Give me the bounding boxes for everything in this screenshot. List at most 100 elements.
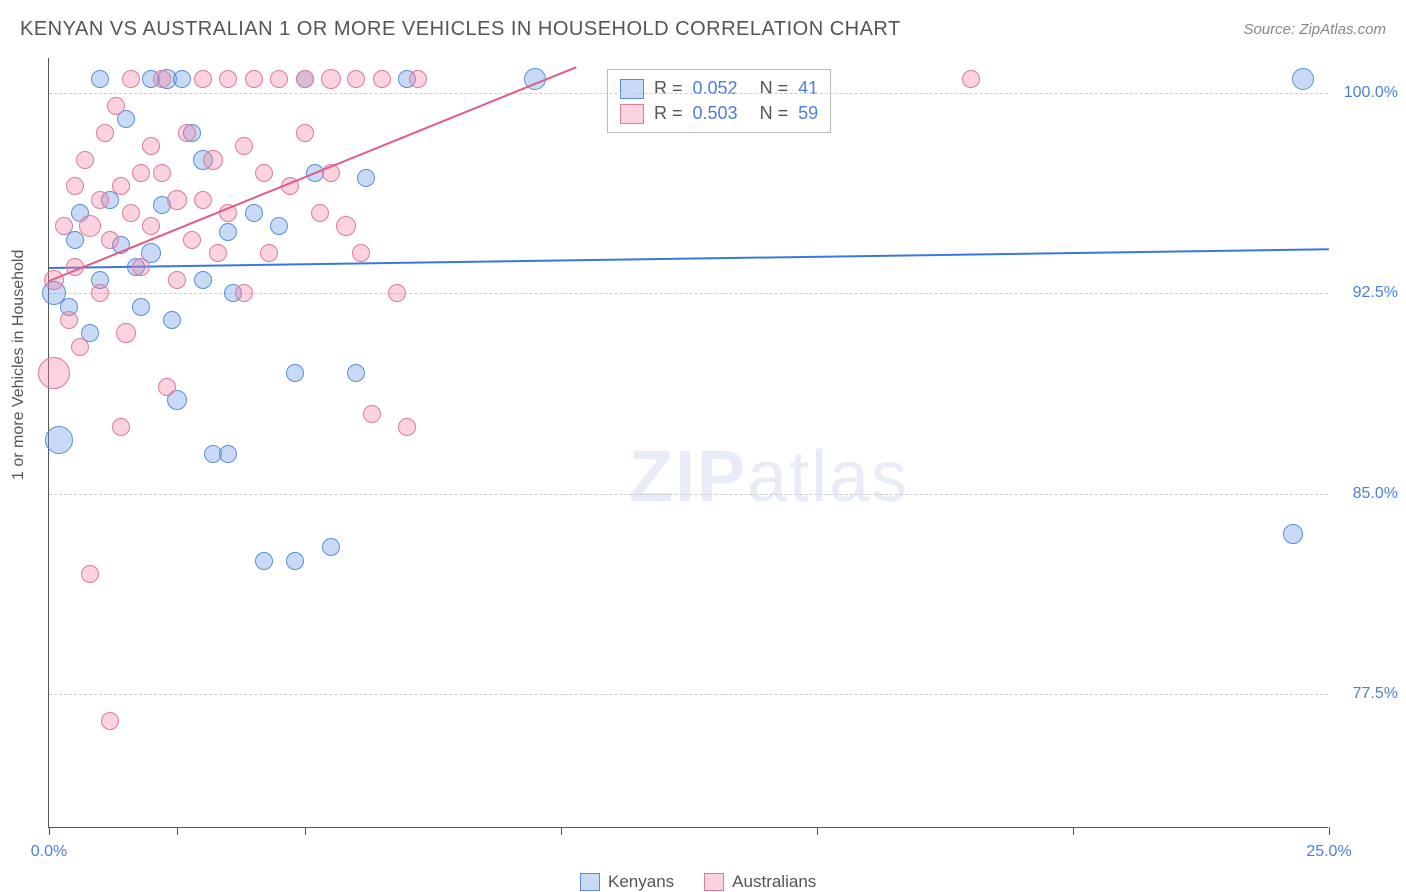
data-point <box>38 357 70 389</box>
data-point <box>132 298 150 316</box>
legend-r-label: R = <box>654 78 683 99</box>
watermark: ZIPatlas <box>629 436 909 518</box>
x-tick <box>49 827 50 835</box>
legend-row: R = 0.503N = 59 <box>620 101 818 126</box>
data-point <box>112 418 130 436</box>
legend-n-value: 59 <box>798 103 818 124</box>
chart-title: KENYAN VS AUSTRALIAN 1 OR MORE VEHICLES … <box>20 18 901 41</box>
data-point <box>45 426 73 454</box>
data-point <box>398 418 416 436</box>
data-point <box>357 169 375 187</box>
data-point <box>142 217 160 235</box>
legend-series-name: Australians <box>732 872 816 892</box>
data-point <box>142 137 160 155</box>
data-point <box>163 311 181 329</box>
data-point <box>101 231 119 249</box>
data-point <box>158 378 176 396</box>
watermark-zip: ZIP <box>629 437 747 517</box>
data-point <box>373 70 391 88</box>
y-tick-label: 92.5% <box>1338 284 1398 302</box>
legend-item: Kenyans <box>580 872 674 892</box>
legend-item: Australians <box>704 872 816 892</box>
data-point <box>219 445 237 463</box>
legend-swatch <box>580 873 600 891</box>
legend-r-value: 0.052 <box>693 78 738 99</box>
trend-line <box>49 248 1329 269</box>
data-point <box>96 124 114 142</box>
legend-swatch <box>620 104 644 124</box>
series-legend: Kenyans Australians <box>580 872 816 892</box>
data-point <box>255 164 273 182</box>
x-tick <box>817 827 818 835</box>
data-point <box>79 215 101 237</box>
chart-container: 1 or more Vehicles in Household ZIPatlas… <box>0 50 1406 892</box>
data-point <box>168 271 186 289</box>
data-point <box>296 124 314 142</box>
data-point <box>1292 68 1314 90</box>
data-point <box>81 565 99 583</box>
y-axis-label: 1 or more Vehicles in Household <box>10 250 28 480</box>
correlation-legend: R = 0.052N = 41R = 0.503N = 59 <box>607 69 831 133</box>
gridline-h <box>49 694 1328 695</box>
data-point <box>322 538 340 556</box>
data-point <box>194 271 212 289</box>
y-tick-label: 100.0% <box>1338 84 1398 102</box>
data-point <box>352 244 370 262</box>
data-point <box>153 164 171 182</box>
legend-n-label: N = <box>760 78 789 99</box>
data-point <box>194 70 212 88</box>
data-point <box>286 364 304 382</box>
gridline-h <box>49 93 1328 94</box>
legend-row: R = 0.052N = 41 <box>620 76 818 101</box>
data-point <box>132 258 150 276</box>
data-point <box>55 217 73 235</box>
data-point <box>347 70 365 88</box>
data-point <box>183 231 201 249</box>
x-tick-label: 25.0% <box>1306 843 1351 861</box>
data-point <box>122 204 140 222</box>
data-point <box>321 69 341 89</box>
legend-r-value: 0.503 <box>693 103 738 124</box>
data-point <box>270 70 288 88</box>
data-point <box>286 552 304 570</box>
y-tick-label: 85.0% <box>1338 485 1398 503</box>
data-point <box>311 204 329 222</box>
data-point <box>245 204 263 222</box>
data-point <box>91 284 109 302</box>
data-point <box>112 177 130 195</box>
data-point <box>167 190 187 210</box>
data-point <box>132 164 150 182</box>
data-point <box>107 97 125 115</box>
data-point <box>91 191 109 209</box>
data-point <box>336 216 356 236</box>
x-tick-label: 0.0% <box>31 843 67 861</box>
y-tick-label: 77.5% <box>1338 685 1398 703</box>
data-point <box>116 323 136 343</box>
data-point <box>91 70 109 88</box>
data-point <box>255 552 273 570</box>
data-point <box>245 70 263 88</box>
data-point <box>219 223 237 241</box>
data-point <box>203 150 223 170</box>
data-point <box>60 311 78 329</box>
data-point <box>363 405 381 423</box>
data-point <box>173 70 191 88</box>
legend-series-name: Kenyans <box>608 872 674 892</box>
legend-swatch <box>620 79 644 99</box>
data-point <box>270 217 288 235</box>
data-point <box>219 70 237 88</box>
data-point <box>66 177 84 195</box>
data-point <box>122 70 140 88</box>
x-tick <box>1329 827 1330 835</box>
data-point <box>296 70 314 88</box>
data-point <box>235 284 253 302</box>
data-point <box>178 124 196 142</box>
data-point <box>71 338 89 356</box>
data-point <box>260 244 278 262</box>
legend-n-label: N = <box>760 103 789 124</box>
source-attribution: Source: ZipAtlas.com <box>1243 21 1386 38</box>
gridline-h <box>49 494 1328 495</box>
data-point <box>1283 524 1303 544</box>
x-tick <box>1073 827 1074 835</box>
data-point <box>209 244 227 262</box>
